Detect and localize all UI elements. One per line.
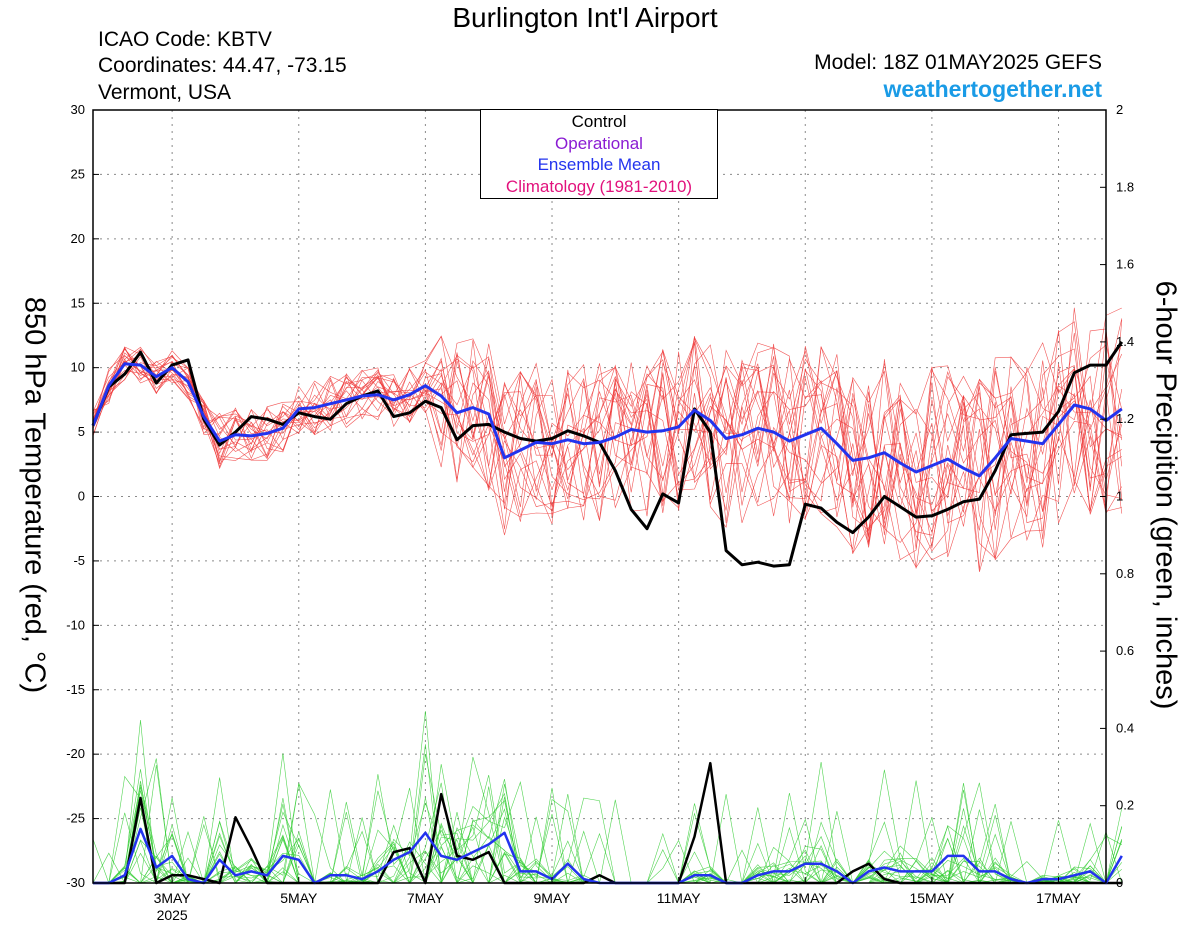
legend-control: Control	[571, 112, 627, 131]
y-axis-label-precip: 6-hour Precipition (green, inches)	[1149, 280, 1182, 710]
x-tick-label: 7MAY	[407, 890, 445, 906]
precip-member-line	[93, 783, 1122, 884]
temperature-member-line	[92, 329, 1123, 550]
model-run: Model: 18Z 01MAY2025 GEFS	[814, 51, 1102, 74]
y2-tick-label: 1.8	[1116, 179, 1134, 194]
y2-tick-label: 0.2	[1116, 798, 1134, 813]
precip-member-line	[93, 780, 1122, 884]
x-tick-label: 13MAY	[783, 890, 829, 906]
y-tick-label: 25	[71, 166, 85, 181]
x-tick-label: 17MAY	[1036, 890, 1082, 906]
control-temperature-line	[91, 341, 1124, 568]
y-tick-label: -10	[66, 617, 85, 632]
website-link[interactable]: weathertogether.net	[883, 76, 1102, 102]
y-axis-label-temperature: 850 hPa Temperature (red, °C)	[18, 296, 51, 694]
y2-tick-label: 1	[1116, 489, 1123, 504]
legend-box: Control Operational Ensemble Mean Climat…	[480, 109, 718, 199]
y2-tick-label: 1.4	[1116, 334, 1134, 349]
chart-title: Burlington Int'l Airport	[452, 2, 718, 33]
temperature-member-line	[92, 319, 1123, 546]
temperature-member-line	[92, 342, 1123, 536]
temperature-member-line	[92, 359, 1123, 571]
precip-member-line	[93, 782, 1122, 885]
y2-tick-label: 2	[1116, 102, 1123, 117]
y-tick-label: 30	[71, 102, 85, 117]
precip-ensemble-members	[92, 711, 1123, 885]
y2-tick-label: 0.6	[1116, 643, 1134, 658]
y-tick-label: 20	[71, 231, 85, 246]
x-tick-label: 9MAY	[533, 890, 571, 906]
x-tick-label: 15MAY	[909, 890, 955, 906]
legend-operational: Operational	[555, 133, 643, 153]
temperature-member-line	[92, 341, 1123, 572]
precip-member-line	[93, 781, 1123, 884]
y2-tick-label: 0.4	[1116, 720, 1134, 735]
temperature-member-line	[92, 344, 1123, 568]
y-tick-label: 0	[78, 489, 85, 504]
legend-ensemble-mean: Ensemble Mean	[537, 155, 661, 174]
y2-tick-label: 0	[1116, 875, 1123, 890]
coordinates: Coordinates: 44.47, -73.15	[98, 54, 347, 77]
temperature-member-line	[92, 335, 1122, 524]
ensemble-mean-precip-line	[93, 827, 1123, 885]
ensemble-mean-temperature-line	[91, 362, 1123, 478]
x-tick-label: 3MAY	[154, 890, 192, 906]
y-tick-label: 10	[71, 360, 85, 375]
x-tick-label: 5MAY	[280, 890, 318, 906]
y-tick-label: -20	[66, 746, 85, 761]
precip-member-line	[93, 780, 1122, 884]
y-tick-label: 5	[78, 424, 85, 439]
temperature-member-line	[92, 328, 1123, 512]
ticks: 302520151050-5-10-15-20-25-3021.81.61.41…	[66, 102, 1134, 923]
y2-tick-label: 0.8	[1116, 566, 1134, 581]
y2-tick-label: 1.2	[1116, 411, 1134, 426]
precip-member-line	[92, 711, 1123, 884]
temperature-member-line	[92, 307, 1122, 558]
temperature-member-line	[92, 356, 1123, 561]
icao-code: ICAO Code: KBTV	[98, 28, 272, 51]
y-tick-label: -30	[66, 875, 85, 890]
x-tick-label: 11MAY	[657, 890, 701, 906]
y-tick-label: -5	[73, 553, 85, 568]
y2-tick-label: 1.6	[1116, 257, 1134, 272]
temperature-member-line	[92, 330, 1123, 538]
y-tick-label: 15	[71, 295, 85, 310]
y-tick-label: -15	[66, 682, 85, 697]
location: Vermont, USA	[98, 81, 232, 104]
x-tick-year-label: 2025	[157, 907, 188, 923]
y-tick-label: -25	[66, 811, 85, 826]
precip-member-line	[92, 784, 1122, 884]
legend-climatology: Climatology (1981-2010)	[505, 176, 693, 196]
temperature-member-line	[92, 346, 1122, 542]
